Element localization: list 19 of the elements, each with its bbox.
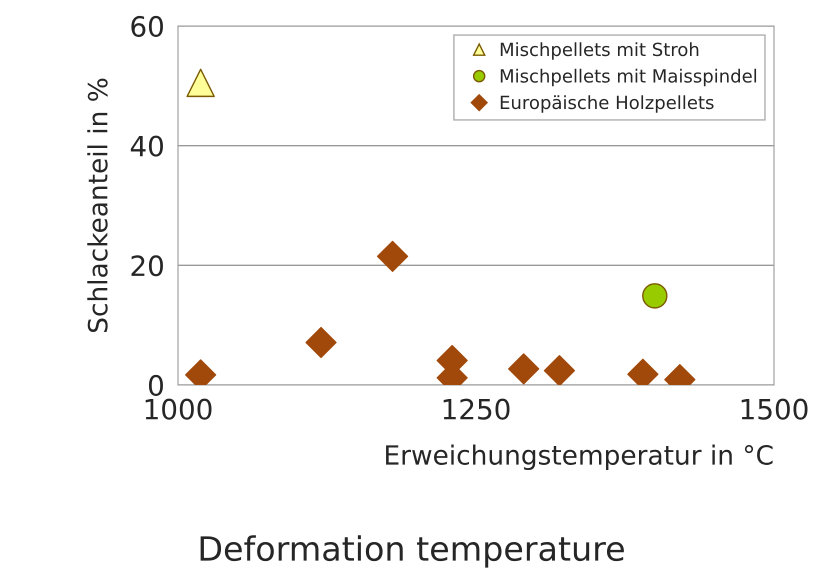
legend-label: Mischpellets mit Stroh [500, 42, 698, 60]
point [642, 283, 668, 309]
x-tick-label: 1250 [444, 398, 510, 420]
y-tick-label: 0 [148, 374, 163, 396]
y-tick-label: 20 [131, 255, 163, 276]
text: Deformation temperature [200, 535, 624, 568]
x-tick-label: 1000 [146, 398, 212, 420]
legend-label: Mischpellets mit Maisspindel [500, 68, 756, 86]
point [186, 68, 215, 98]
y-tick-label: 40 [130, 136, 163, 157]
x-axis-title: Erweichungstemperatur in °C [386, 444, 773, 470]
point [376, 240, 408, 272]
point [544, 355, 576, 385]
y-axis-title: Schlackeanteil in % [87, 78, 108, 332]
legend-label: Europäische Holzpellets [500, 95, 714, 113]
y-tick-label: 60 [131, 16, 163, 37]
x-tick-label: 1500 [742, 398, 808, 420]
point [508, 353, 540, 384]
point [305, 326, 337, 358]
